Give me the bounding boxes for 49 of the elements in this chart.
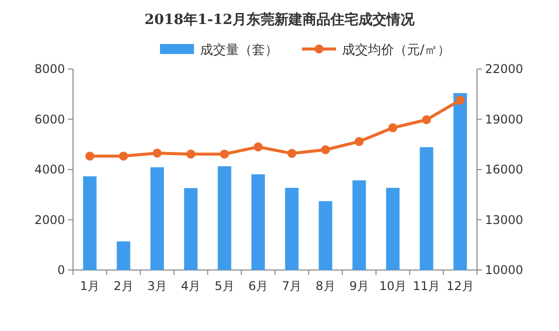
bar (453, 93, 467, 270)
x-tick-label: 6月 (248, 279, 268, 293)
point (254, 142, 263, 152)
bar (420, 147, 434, 270)
point (388, 123, 398, 132)
x-tick-label: 1月 (80, 279, 100, 293)
x-tick-label: 10月 (379, 279, 406, 293)
x-tick-label: 11月 (412, 279, 440, 293)
chart-title: 2018年1-12月东莞新建商品住宅成交情况 (144, 11, 416, 28)
bar (318, 201, 332, 270)
x-tick-label: 2月 (114, 279, 134, 293)
bar (150, 167, 164, 270)
point (186, 150, 196, 159)
y-tick-label: 2000 (34, 212, 65, 227)
x-tick-label: 8月 (316, 279, 336, 293)
y-tick-label: 0 (57, 263, 65, 277)
y2-tick-label: 19000 (485, 112, 524, 126)
y2-tick-label: 22000 (485, 62, 524, 76)
point (119, 152, 128, 161)
bar (251, 174, 265, 270)
y2-tick-label: 16000 (485, 162, 524, 176)
bar (352, 180, 366, 270)
point (354, 137, 364, 146)
y-tick-label: 4000 (34, 162, 65, 176)
bar (116, 241, 130, 270)
point (152, 148, 162, 158)
point (287, 148, 296, 158)
bar (83, 176, 97, 270)
legend-label: 成交量（套） (200, 42, 278, 58)
y2-tick-label: 10000 (485, 263, 524, 277)
x-tick-label: 7月 (282, 279, 302, 293)
point (321, 145, 330, 154)
legend-label: 成交均价（元/㎡） (342, 42, 450, 58)
x-tick-label: 4月 (181, 279, 201, 293)
x-tick-label: 3月 (147, 279, 167, 293)
point (85, 152, 94, 161)
bar (285, 188, 299, 270)
x-tick-label: 12月 (446, 279, 474, 293)
point (220, 150, 229, 159)
y2-tick-label: 13000 (485, 212, 524, 227)
x-tick-label: 9月 (349, 279, 369, 293)
y-tick-label: 6000 (34, 112, 65, 126)
point (422, 115, 431, 124)
bar (184, 188, 198, 270)
point (456, 96, 465, 105)
x-tick-label: 5月 (214, 279, 234, 293)
y-tick-label: 8000 (34, 62, 65, 76)
bar (386, 188, 400, 270)
bar (218, 166, 232, 270)
